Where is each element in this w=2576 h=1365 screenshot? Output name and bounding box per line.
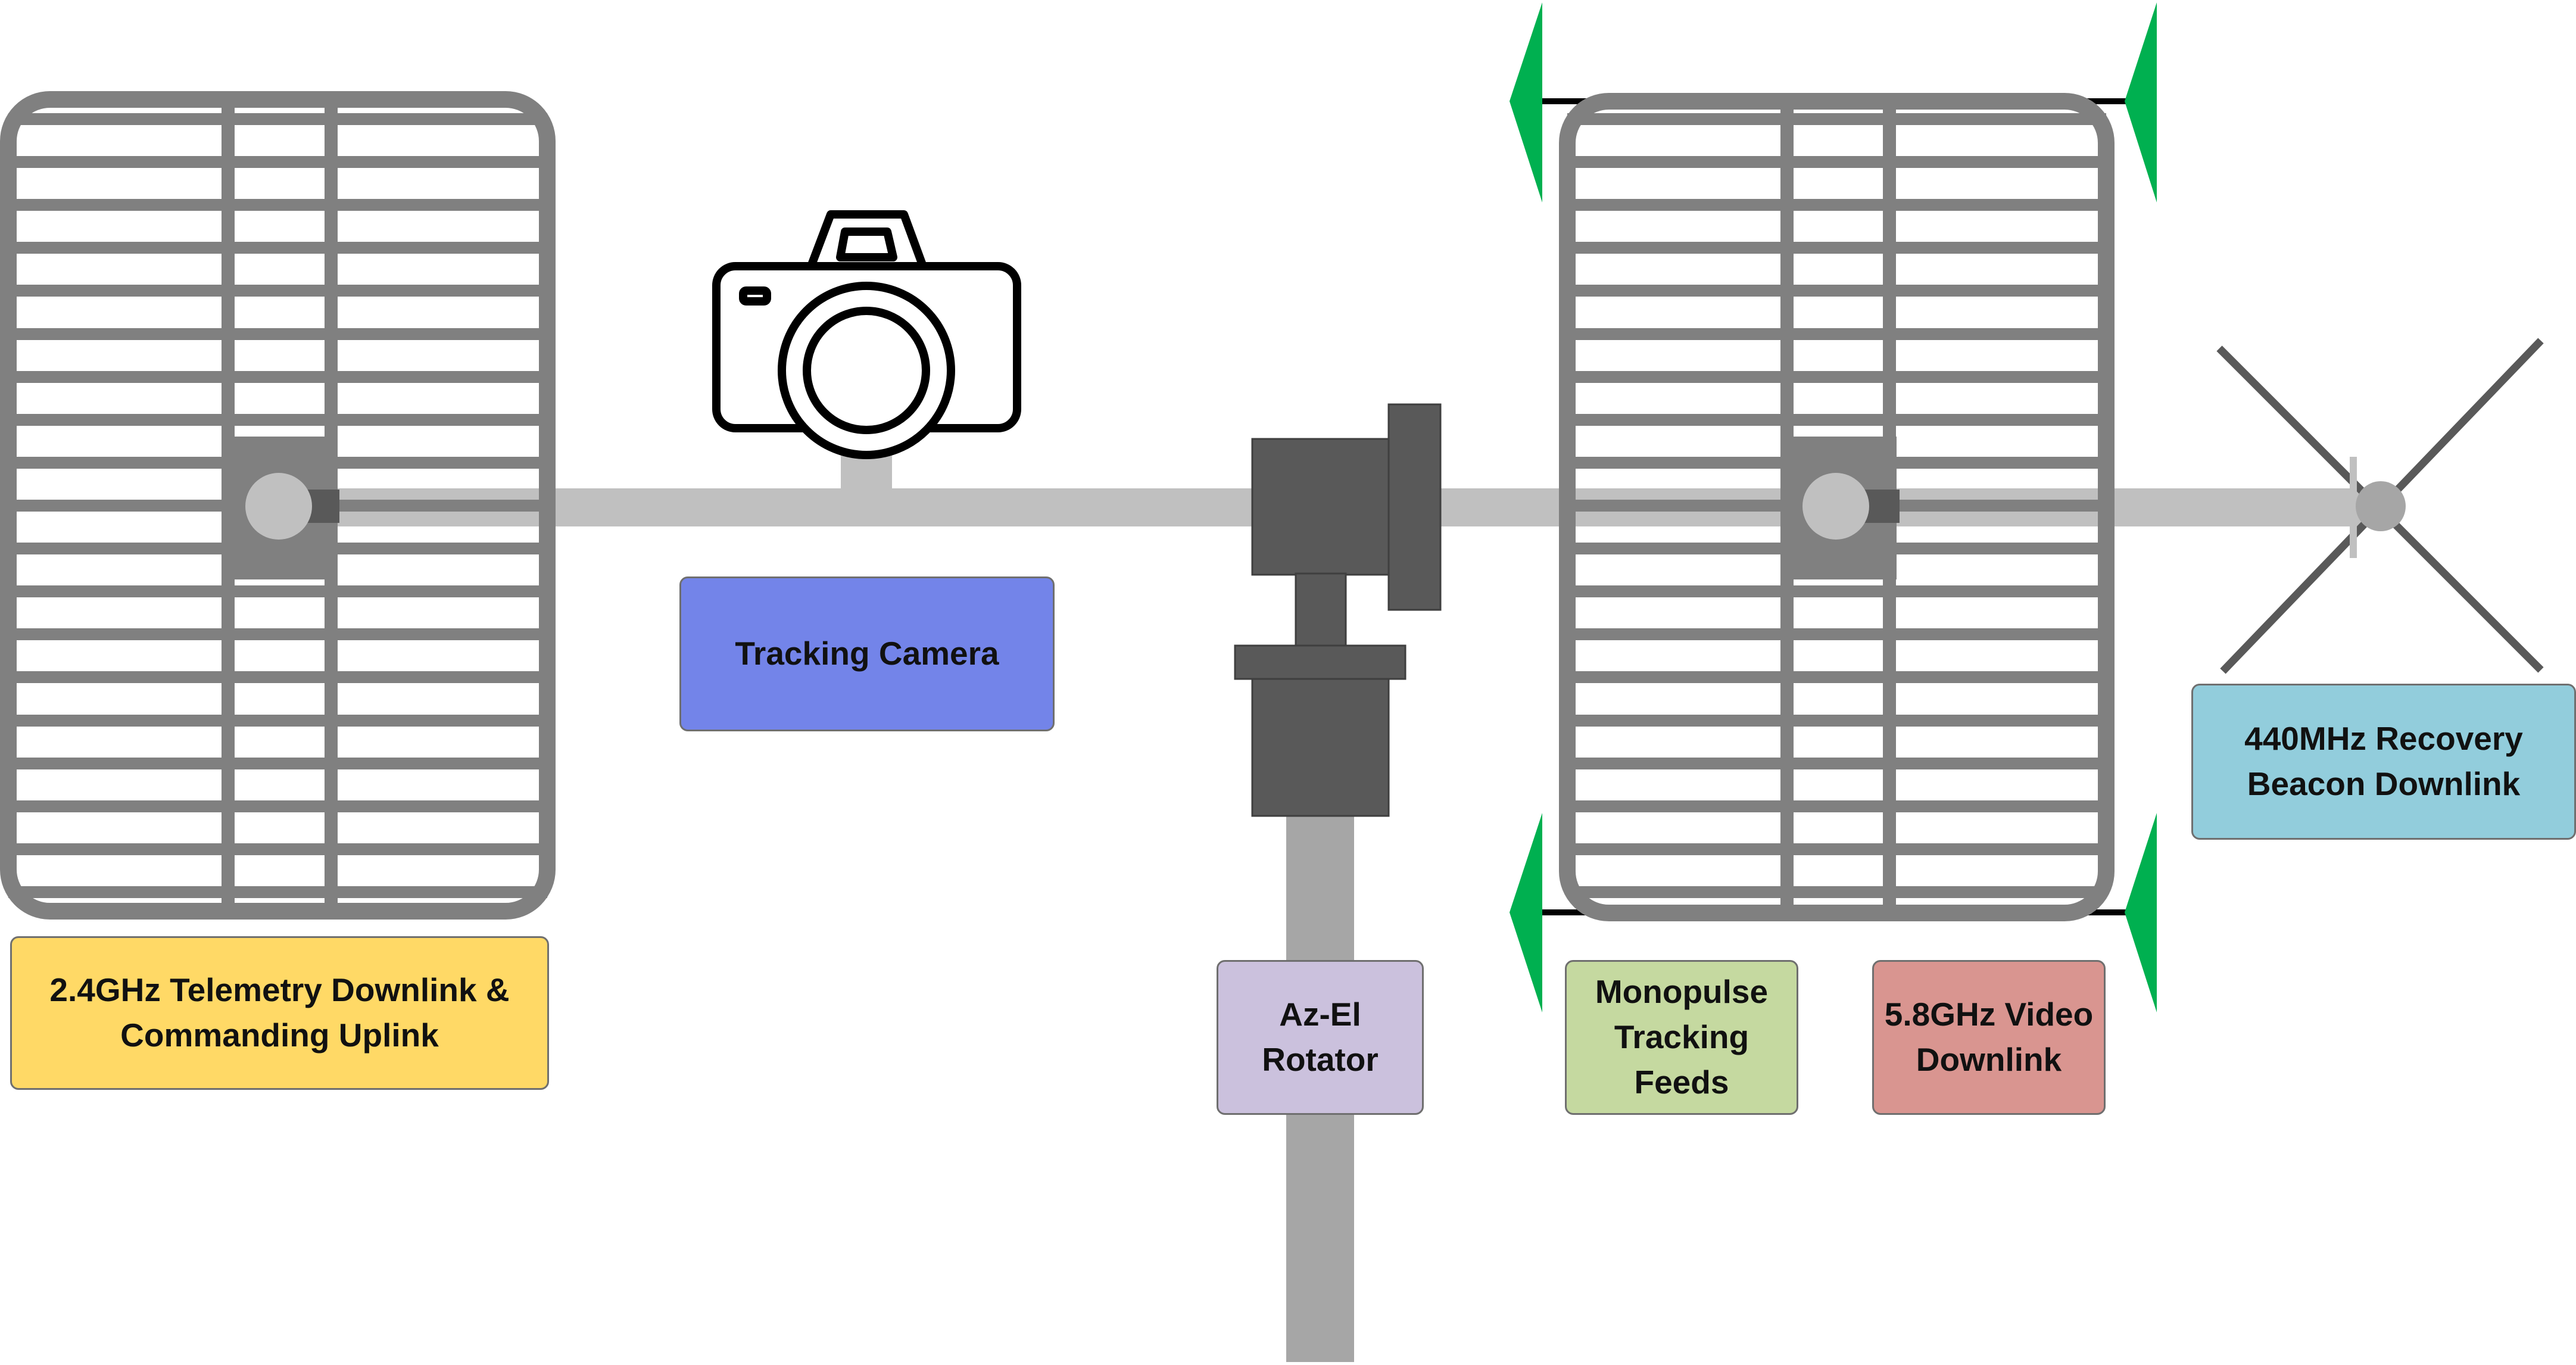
tracking-camera-icon (712, 210, 1021, 459)
grid-bar (8, 156, 547, 168)
video-downlink-label: 5.8GHz Video Downlink (1872, 960, 2106, 1115)
grid-bar (1567, 113, 2106, 125)
crossed-yagi-antenna-icon (2216, 338, 2544, 674)
grid-bar (8, 671, 547, 683)
grid-bar (8, 242, 547, 254)
grid-bar (1567, 285, 2106, 297)
grid-bar (8, 328, 547, 340)
grid-bar (8, 715, 547, 727)
grid-bar (8, 285, 547, 297)
grid-bar (8, 843, 547, 855)
grid-bar (1567, 800, 2106, 812)
grid-bar (1567, 628, 2106, 640)
grid-bar (1567, 843, 2106, 855)
grid-bar (8, 371, 547, 383)
grid-bar (8, 585, 547, 597)
grid-bar (1567, 414, 2106, 426)
az-el-rotator-icon (1234, 403, 1442, 817)
left-grid-antenna-icon (0, 91, 556, 920)
grid-bar (8, 199, 547, 211)
grid-bar (1567, 156, 2106, 168)
telemetry-label: 2.4GHz Telemetry Downlink & Commanding U… (10, 936, 549, 1090)
right-grid-antenna-icon (1559, 93, 2115, 921)
tracking-camera-label: Tracking Camera (679, 576, 1055, 731)
rotator-label: Az-El Rotator (1217, 960, 1424, 1115)
grid-bar (8, 414, 547, 426)
grid-bar (1567, 715, 2106, 727)
grid-bar (8, 628, 547, 640)
beacon-downlink-label: 440MHz Recovery Beacon Downlink (2191, 684, 2576, 840)
monopulse-feeds-label: Monopulse Tracking Feeds (1565, 960, 1798, 1115)
grid-bar (1567, 585, 2106, 597)
grid-bar (1567, 199, 2106, 211)
grid-bar (1567, 242, 2106, 254)
grid-bar (8, 113, 547, 125)
grid-bar (1567, 886, 2106, 898)
grid-bar (8, 758, 547, 769)
grid-bar (1567, 328, 2106, 340)
grid-bar (8, 886, 547, 898)
grid-bar (1567, 371, 2106, 383)
grid-bar (1567, 671, 2106, 683)
grid-bar (1567, 758, 2106, 769)
grid-bar (8, 800, 547, 812)
